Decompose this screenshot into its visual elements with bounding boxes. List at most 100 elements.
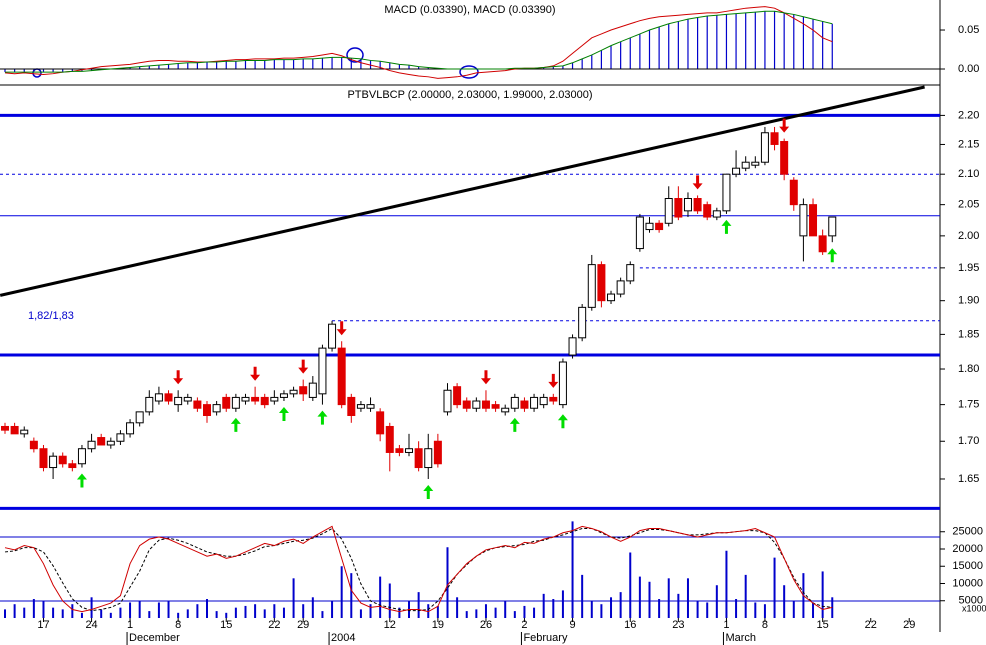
candle-body xyxy=(424,448,433,469)
y-tick-label: 1.75 xyxy=(958,399,979,411)
candle-body xyxy=(126,422,135,435)
candle-body xyxy=(39,448,48,469)
candle-body xyxy=(366,404,375,409)
candle-body xyxy=(616,280,625,295)
candle-body xyxy=(49,455,58,469)
x-tick-label: 8 xyxy=(175,619,181,631)
candle-body xyxy=(87,440,96,450)
candle-body xyxy=(578,306,587,339)
candle-body xyxy=(530,396,539,409)
x-tick-label: 17 xyxy=(37,619,49,631)
candle-body xyxy=(712,210,721,218)
candle-body xyxy=(116,433,125,442)
candle-body xyxy=(645,222,654,231)
x-tick-label: 15 xyxy=(220,619,232,631)
x-tick-label: 1 xyxy=(723,619,729,631)
candle-body xyxy=(809,204,818,237)
month-label: February xyxy=(523,632,568,644)
candle-body xyxy=(664,198,673,224)
candle-body xyxy=(145,396,154,413)
candle-body xyxy=(241,396,250,402)
candle-body xyxy=(732,167,741,175)
x-tick-label: 29 xyxy=(297,619,309,631)
buy-arrow xyxy=(230,417,241,432)
y-tick-label: 1.85 xyxy=(958,328,979,340)
y-tick-label: 5000 xyxy=(959,595,983,607)
y-tick-label: 10000 xyxy=(952,577,983,589)
y-tick-label: 15000 xyxy=(952,560,983,572)
x-tick-label: 22 xyxy=(268,619,280,631)
candle-body xyxy=(674,198,683,218)
candle-body xyxy=(741,161,750,169)
candle-body xyxy=(626,264,635,282)
y-tick-label: 1.95 xyxy=(958,262,979,274)
annotation: 1,82/1,83 xyxy=(28,310,74,322)
sell-arrow xyxy=(173,370,184,385)
x-tick-label: 12 xyxy=(384,619,396,631)
y-tick-label: 2.15 xyxy=(958,138,979,150)
x-tick-label: 1 xyxy=(127,619,133,631)
candle-body xyxy=(222,396,231,409)
candle-body xyxy=(135,411,144,424)
candle-body xyxy=(549,396,558,402)
macd-line xyxy=(5,10,833,73)
buy-arrow xyxy=(721,219,732,234)
candle-body xyxy=(597,264,606,302)
candle-body xyxy=(183,396,192,402)
candle-body xyxy=(318,347,327,395)
x-tick-label: 29 xyxy=(903,619,915,631)
y-tick-label: 1.90 xyxy=(958,295,979,307)
sell-arrow xyxy=(548,373,559,388)
candle-body xyxy=(453,386,462,406)
candle-body xyxy=(203,404,212,416)
candle-body xyxy=(347,396,356,416)
y-tick-label: 1.65 xyxy=(958,473,979,485)
y-tick-label: 2.20 xyxy=(958,109,979,121)
candle-body xyxy=(510,396,519,409)
candle-body xyxy=(1,425,10,431)
y-tick-label: 0.05 xyxy=(958,24,979,36)
y-tick-label: 1.70 xyxy=(958,435,979,447)
candle-body xyxy=(299,386,308,395)
x-tick-label: 26 xyxy=(480,619,492,631)
sell-arrow xyxy=(250,366,261,381)
candle-body xyxy=(693,198,702,212)
candle-body xyxy=(231,396,240,409)
x-tick-label: 19 xyxy=(432,619,444,631)
candle-body xyxy=(97,437,106,446)
candle-body xyxy=(270,396,279,402)
x-tick-label: 15 xyxy=(817,619,829,631)
candle-body xyxy=(356,404,365,409)
candle-body xyxy=(279,393,288,398)
macd-line xyxy=(4,6,833,79)
candle-body xyxy=(770,132,779,145)
candle-body xyxy=(462,400,471,409)
candle-body xyxy=(212,404,221,413)
buy-arrow xyxy=(557,414,568,429)
candle-body xyxy=(799,204,808,237)
stochastic-d xyxy=(4,527,833,612)
month-label: December xyxy=(129,632,180,644)
candle-body xyxy=(558,361,567,406)
price-title: PTBVLBCP (2.00000, 2.03000, 1.99000, 2.0… xyxy=(347,89,592,101)
candle-body xyxy=(395,448,404,453)
y-tick-label: 2.10 xyxy=(958,168,979,180)
buy-arrow xyxy=(76,473,87,488)
y-tick-label: 2.05 xyxy=(958,199,979,211)
candle-body xyxy=(789,179,798,206)
sell-arrow xyxy=(692,175,703,190)
buy-arrow xyxy=(509,417,520,432)
crossover-marker xyxy=(459,65,479,79)
sell-arrow xyxy=(779,118,790,133)
candle-body xyxy=(260,396,269,406)
candle-body xyxy=(760,132,769,163)
buy-arrow xyxy=(423,484,434,499)
candle-body xyxy=(289,389,298,395)
candle-body xyxy=(29,440,38,450)
candle-body xyxy=(308,382,317,398)
candle-body xyxy=(174,396,183,406)
trend-line xyxy=(0,85,925,297)
candle-body xyxy=(828,216,837,237)
